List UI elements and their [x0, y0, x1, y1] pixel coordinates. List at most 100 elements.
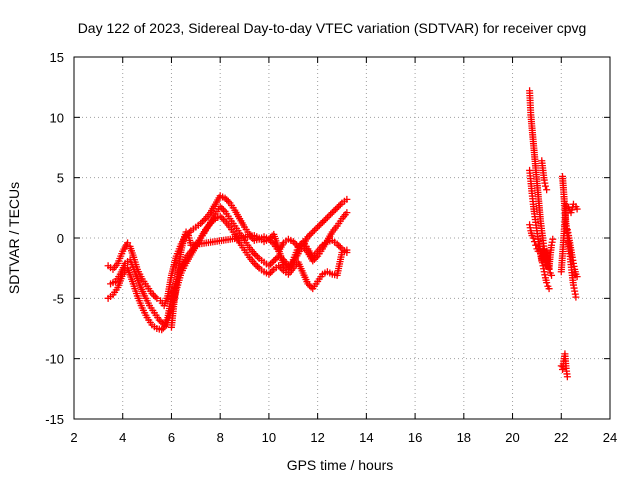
data-point [327, 210, 335, 218]
data-point [336, 243, 344, 251]
data-point [335, 242, 343, 250]
data-point [254, 253, 262, 261]
x-tick-label: 18 [457, 430, 471, 445]
data-point [151, 293, 159, 301]
data-point [200, 216, 208, 224]
data-point [304, 233, 312, 241]
data-point [343, 195, 351, 203]
y-tick-label: 0 [57, 231, 64, 246]
data-point [159, 324, 167, 332]
x-tick-label: 24 [603, 430, 617, 445]
data-point [307, 230, 315, 238]
data-point [549, 235, 557, 243]
x-tick-label: 8 [217, 430, 224, 445]
x-tick-label: 12 [310, 430, 324, 445]
y-tick-label: 15 [50, 50, 64, 65]
data-point [545, 285, 553, 293]
data-point [218, 204, 226, 212]
data-point [319, 218, 327, 226]
data-point [573, 273, 581, 281]
data-point [572, 293, 580, 301]
data-point [541, 182, 549, 190]
data-point [307, 283, 315, 291]
y-tick-label: -15 [45, 412, 64, 427]
data-point [543, 186, 551, 194]
data-point [314, 223, 322, 231]
series-track-d [167, 228, 351, 331]
data-point [267, 234, 275, 242]
data-point [219, 206, 227, 214]
x-tick-label: 2 [70, 430, 77, 445]
series-track-i [557, 350, 571, 381]
data-point [280, 261, 288, 269]
data-point [216, 203, 224, 211]
data-point [265, 270, 273, 278]
data-point [206, 220, 214, 228]
data-point [182, 228, 190, 236]
data-point [335, 202, 343, 210]
data-point [343, 248, 351, 256]
data-point [543, 279, 551, 287]
data-point [330, 207, 338, 215]
data-point [270, 257, 278, 265]
data-point [153, 294, 161, 302]
data-point [216, 212, 224, 220]
data-point [150, 291, 158, 299]
data-point [328, 209, 336, 217]
x-tick-label: 4 [119, 430, 126, 445]
data-point [268, 267, 276, 275]
x-tick-label: 16 [408, 430, 422, 445]
data-point [252, 261, 260, 269]
data-point [306, 281, 314, 289]
data-point [210, 216, 218, 224]
series-track-k [562, 222, 581, 281]
chart-title: Day 122 of 2023, Sidereal Day-to-day VTE… [78, 20, 587, 36]
data-point [532, 241, 540, 249]
data-point [265, 262, 273, 270]
y-tick-label: -10 [45, 352, 64, 367]
data-point [281, 262, 289, 270]
data-point [155, 316, 163, 324]
data-point [322, 215, 330, 223]
data-point [250, 250, 258, 258]
x-tick-label: 6 [168, 430, 175, 445]
x-tick-label: 10 [262, 430, 276, 445]
y-tick-label: -5 [52, 291, 64, 306]
data-point [315, 222, 323, 230]
data-point [333, 240, 341, 248]
data-point [332, 205, 340, 213]
series-track-c [104, 212, 351, 334]
data-point [289, 238, 297, 246]
data-point [198, 218, 206, 226]
data-point [157, 318, 165, 326]
data-point [271, 255, 279, 263]
data-point [310, 226, 318, 234]
data-point [124, 239, 132, 247]
data-point [306, 231, 314, 239]
data-point [252, 251, 260, 259]
data-point [267, 260, 275, 268]
series-track-h [538, 157, 551, 194]
data-point [563, 373, 571, 381]
data-point [548, 271, 556, 279]
data-point [268, 259, 276, 267]
data-point [265, 235, 273, 243]
data-point [317, 220, 325, 228]
data-point [267, 269, 275, 277]
data-point [254, 263, 262, 271]
data-point [148, 290, 156, 298]
data-point [219, 215, 227, 223]
data-point [325, 212, 333, 220]
data-point [221, 194, 229, 202]
data-point [343, 209, 351, 217]
data-point [218, 214, 226, 222]
data-point [208, 218, 216, 226]
x-tick-label: 22 [554, 430, 568, 445]
data-point [223, 196, 231, 204]
data-point [529, 234, 537, 242]
data-point [562, 200, 570, 208]
x-tick-label: 20 [505, 430, 519, 445]
data-layer [104, 87, 581, 381]
data-point [197, 220, 205, 228]
series-track-l [557, 200, 581, 276]
